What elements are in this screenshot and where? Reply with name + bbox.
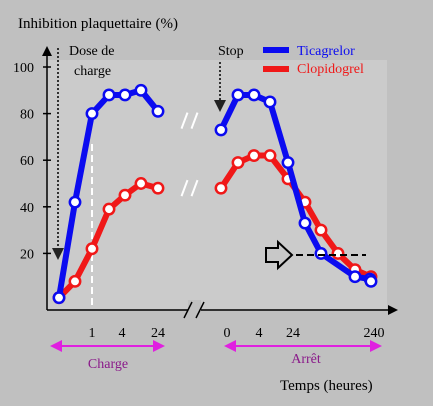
ticagrelor-point-13 bbox=[298, 216, 312, 230]
y-tick-label-20: 20 bbox=[20, 247, 34, 262]
phase-arret-label: Arrêt bbox=[291, 352, 321, 367]
clopidogrel-point-9 bbox=[231, 156, 245, 169]
legend: Ticagrelor Clopidogrel bbox=[263, 44, 364, 77]
clopidogrel-break-mark-2 bbox=[190, 179, 199, 197]
phase-charge-label: Charge bbox=[88, 357, 128, 372]
ticagrelor-point-2 bbox=[68, 195, 82, 209]
y-tick-label-60: 60 bbox=[20, 154, 34, 169]
y-tick-label-100: 100 bbox=[13, 61, 34, 76]
stop-annotation: Stop bbox=[218, 44, 244, 59]
ticagrelor-point-4 bbox=[102, 88, 116, 102]
clopidogrel-point-2 bbox=[68, 274, 82, 288]
ticagrelor-point-1 bbox=[52, 291, 66, 305]
ticagrelor-point-3 bbox=[85, 107, 99, 121]
ticagrelor-break-mark-1 bbox=[180, 112, 189, 129]
open-arrow bbox=[265, 239, 294, 271]
ticagrelor-point-17 bbox=[364, 274, 378, 288]
clopidogrel-point-4 bbox=[102, 202, 116, 216]
ticagrelor-point-12 bbox=[281, 156, 295, 169]
clopidogrel-point-14 bbox=[314, 223, 328, 237]
clopidogrel-point-8 bbox=[214, 181, 228, 195]
x-tick-arret-24: 24 bbox=[286, 326, 300, 341]
clopidogrel-point-3 bbox=[85, 242, 99, 256]
dose-annotation: Dose de charge bbox=[69, 44, 118, 79]
x-axis-label: Temps (heures) bbox=[280, 378, 373, 394]
chart-title: Inhibition plaquettaire (%) bbox=[18, 16, 178, 32]
clopidogrel-point-6 bbox=[134, 177, 148, 190]
ticagrelor-point-8 bbox=[214, 123, 228, 137]
ticagrelor-point-9 bbox=[231, 88, 245, 102]
x-tick-charge-1: 1 bbox=[89, 326, 96, 341]
stop-arrowhead bbox=[214, 100, 226, 112]
clopidogrel-point-5 bbox=[118, 188, 132, 202]
x-tick-charge-4: 4 bbox=[119, 326, 126, 341]
ticagrelor-point-7 bbox=[151, 104, 165, 118]
ticagrelor-line-segment-2 bbox=[218, 91, 374, 285]
axis-break-mark-2 bbox=[195, 301, 205, 319]
x-tick-arret-0: 0 bbox=[224, 326, 231, 341]
x-tick-arret-4: 4 bbox=[256, 326, 263, 341]
ticagrelor-point-15 bbox=[348, 270, 362, 284]
series-group bbox=[52, 83, 378, 305]
ticagrelor-point-14 bbox=[314, 246, 328, 260]
y-tick-label-40: 40 bbox=[20, 201, 34, 216]
clopidogrel-point-7 bbox=[151, 181, 165, 195]
ticagrelor-point-11 bbox=[263, 95, 277, 109]
ticagrelor-point-10 bbox=[247, 88, 261, 102]
x-tick-charge-24: 24 bbox=[151, 326, 165, 341]
axis-break-mark-1 bbox=[183, 301, 193, 319]
clopidogrel-point-11 bbox=[263, 149, 277, 162]
phase-arret-arrow bbox=[224, 340, 382, 352]
dose-arrowhead bbox=[52, 248, 64, 260]
ticagrelor-point-5 bbox=[118, 88, 132, 102]
legend-ticagrelor-label: Ticagrelor bbox=[297, 44, 355, 59]
axis-break-gap bbox=[188, 300, 201, 320]
clopidogrel-point-15 bbox=[331, 246, 345, 260]
y-tick-label-80: 80 bbox=[20, 108, 34, 123]
x-tick-arret-240: 240 bbox=[364, 326, 385, 341]
phase-charge-arrow bbox=[50, 340, 165, 352]
clopidogrel-point-10 bbox=[247, 149, 261, 162]
ticagrelor-point-6 bbox=[134, 83, 148, 97]
y-ticks: 20 40 60 80 100 bbox=[13, 61, 51, 262]
legend-clopidogrel-label: Clopidogrel bbox=[297, 62, 364, 77]
ticagrelor-break-mark-2 bbox=[190, 112, 199, 129]
clopidogrel-break-mark-1 bbox=[180, 179, 189, 197]
